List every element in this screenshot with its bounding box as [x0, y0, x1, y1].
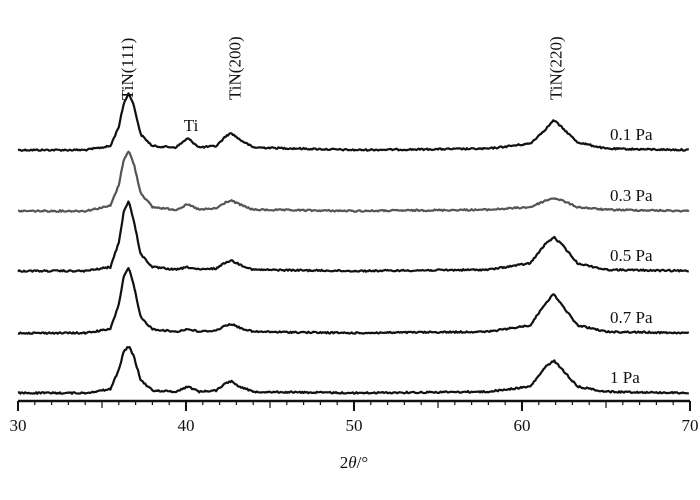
x-tick-label: 40: [178, 416, 195, 435]
peak-label: TiN(111): [118, 38, 137, 100]
x-axis-title: 2θ/°: [340, 453, 368, 472]
series-label: 0.5 Pa: [610, 246, 653, 265]
x-tick-label: 30: [10, 416, 27, 435]
peak-label: TiN(220): [547, 36, 566, 100]
x-tick-label: 50: [346, 416, 363, 435]
x-tick-label: 70: [682, 416, 699, 435]
series-2: 0.3 Pa: [17, 150, 690, 213]
series-5: 1 Pa: [17, 346, 690, 395]
series-line: [17, 92, 689, 152]
series-3: 0.5 Pa: [17, 200, 689, 273]
series-line: [17, 150, 690, 213]
series-line: [17, 346, 690, 395]
series-1: 0.1 Pa: [17, 92, 689, 152]
peak-label: TiN(200): [226, 36, 245, 100]
peak-label: Ti: [184, 116, 199, 135]
series-label: 0.7 Pa: [610, 308, 653, 327]
x-axis: 30 40 50 60 70: [10, 399, 699, 435]
series-line: [17, 267, 690, 335]
series-group: 0.1 Pa 0.3 Pa 0.5 Pa 0.7 Pa 1 Pa: [17, 92, 690, 395]
series-line: [17, 200, 689, 273]
x-tick-label: 60: [514, 416, 531, 435]
series-label: 0.1 Pa: [610, 125, 653, 144]
series-label: 0.3 Pa: [610, 186, 653, 205]
series-4: 0.7 Pa: [17, 267, 690, 335]
series-label: 1 Pa: [610, 368, 640, 387]
peak-annotations: TiN(111) Ti TiN(200) TiN(220): [118, 36, 565, 135]
